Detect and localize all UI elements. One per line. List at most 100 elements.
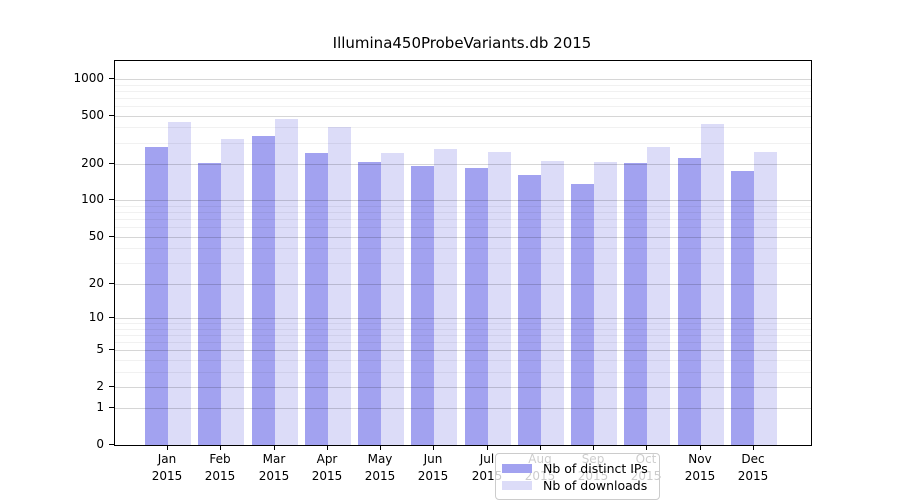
bar-downloads-sep [594, 161, 618, 445]
major-gridline-20 [115, 284, 811, 285]
major-gridline-500 [115, 116, 811, 117]
x-tick-mark-jun [433, 445, 434, 450]
bar-ips-mar [251, 136, 275, 445]
minor-gridline-90 [115, 206, 811, 207]
minor-gridline-800 [115, 91, 811, 92]
legend-swatch-distinct-ips [502, 463, 532, 473]
minor-gridline-30 [115, 263, 811, 264]
y-tick-label-200: 200 [81, 156, 104, 170]
major-gridline-200 [115, 164, 811, 165]
legend-label-distinct-ips: Nb of distinct IPs [543, 460, 648, 476]
y-tick-mark-100 [109, 199, 114, 200]
plot-area: Nb of distinct IPs Nb of downloads [114, 60, 812, 500]
minor-gridline-9 [115, 323, 811, 324]
bar-ips-nov [677, 158, 701, 445]
bar-downloads-jun [434, 148, 458, 445]
x-tick-mark-may [380, 445, 381, 450]
minor-gridline-300 [115, 143, 811, 144]
x-tick-mark-sep [593, 445, 594, 450]
y-tick-mark-10 [109, 317, 114, 318]
major-gridline-5 [115, 350, 811, 351]
x-tick-label-nov: Nov 2015 [684, 452, 716, 483]
bar-downloads-apr [327, 127, 351, 445]
x-tick-mark-mar [274, 445, 275, 450]
y-tick-mark-20 [109, 283, 114, 284]
y-tick-label-2: 2 [96, 378, 104, 393]
bar-ips-sep [571, 183, 595, 445]
y-tick-mark-1 [109, 407, 114, 408]
x-tick-label-jan: Jan 2015 [151, 452, 183, 483]
minor-gridline-3 [115, 372, 811, 373]
bar-downloads-nov [700, 123, 724, 445]
bar-downloads-aug [540, 160, 564, 445]
bar-ips-may [358, 162, 382, 445]
x-tick-mark-dec [753, 445, 754, 450]
y-tick-label-100: 100 [81, 192, 104, 207]
bar-ips-jun [411, 165, 435, 445]
minor-gridline-700 [115, 98, 811, 99]
minor-gridline-40 [115, 248, 811, 249]
x-tick-label-jul: Jul 2015 [471, 452, 503, 483]
minor-gridline-6 [115, 342, 811, 343]
bar-downloads-jan [168, 122, 191, 445]
x-tick-label-dec: Dec 2015 [737, 452, 769, 483]
y-tick-label-20: 20 [88, 275, 104, 290]
bar-ips-oct [624, 162, 648, 445]
y-tick-label-0: 0 [96, 437, 104, 451]
minor-gridline-70 [115, 219, 811, 220]
y-tick-mark-500 [109, 115, 114, 116]
x-tick-mark-jan [167, 445, 168, 450]
minor-gridline-8 [115, 329, 811, 330]
minor-gridline-600 [115, 106, 811, 107]
y-tick-label-10: 10 [88, 309, 104, 324]
y-tick-mark-2 [109, 386, 114, 387]
x-tick-mark-jul [487, 445, 488, 450]
minor-gridline-4 [115, 360, 811, 361]
legend-swatch-downloads [502, 480, 532, 490]
legend-row-downloads: Nb of downloads [502, 477, 651, 493]
y-tick-mark-5 [109, 349, 114, 350]
bar-downloads-jul [487, 152, 511, 445]
bar-ips-dec [730, 171, 754, 445]
x-tick-mark-oct [646, 445, 647, 450]
major-gridline-50 [115, 237, 811, 238]
major-gridline-1 [115, 408, 811, 409]
x-tick-label-jun: Jun 2015 [417, 452, 449, 483]
x-tick-mark-feb [220, 445, 221, 450]
bar-ips-feb [198, 162, 222, 445]
chart-title: Illumina450ProbeVariants.db 2015 [332, 34, 592, 52]
bars-layer [115, 61, 811, 445]
major-gridline-10 [115, 318, 811, 319]
y-tick-label-1000: 1000 [73, 70, 104, 85]
y-tick-mark-200 [109, 163, 114, 164]
major-gridline-1000 [115, 79, 811, 80]
legend-row-distinct-ips: Nb of distinct IPs [502, 460, 651, 476]
minor-gridline-400 [115, 127, 811, 128]
bar-downloads-may [381, 152, 405, 445]
bar-ips-jul [464, 168, 488, 445]
x-tick-label-apr: Apr 2015 [311, 452, 343, 483]
major-gridline-2 [115, 387, 811, 388]
bar-downloads-feb [221, 139, 245, 445]
minor-gridline-900 [115, 85, 811, 86]
y-tick-mark-1000 [109, 78, 114, 79]
y-tick-label-500: 500 [81, 107, 104, 122]
minor-gridline-80 [115, 212, 811, 213]
minor-gridline-7 [115, 335, 811, 336]
y-tick-mark-0 [109, 444, 114, 445]
x-tick-label-may: May 2015 [364, 452, 396, 483]
legend: Nb of distinct IPs Nb of downloads [495, 453, 660, 500]
x-tick-mark-aug [540, 445, 541, 450]
y-tick-label-50: 50 [88, 228, 104, 243]
y-tick-label-1: 1 [96, 400, 104, 415]
x-tick-mark-apr [327, 445, 328, 450]
bar-ips-apr [304, 153, 328, 445]
bar-downloads-oct [647, 146, 671, 445]
y-tick-mark-50 [109, 236, 114, 237]
minor-gridline-60 [115, 227, 811, 228]
legend-label-downloads: Nb of downloads [543, 477, 648, 493]
bar-downloads-mar [274, 119, 298, 445]
y-tick-label-5: 5 [96, 342, 104, 357]
major-gridline-100 [115, 200, 811, 201]
